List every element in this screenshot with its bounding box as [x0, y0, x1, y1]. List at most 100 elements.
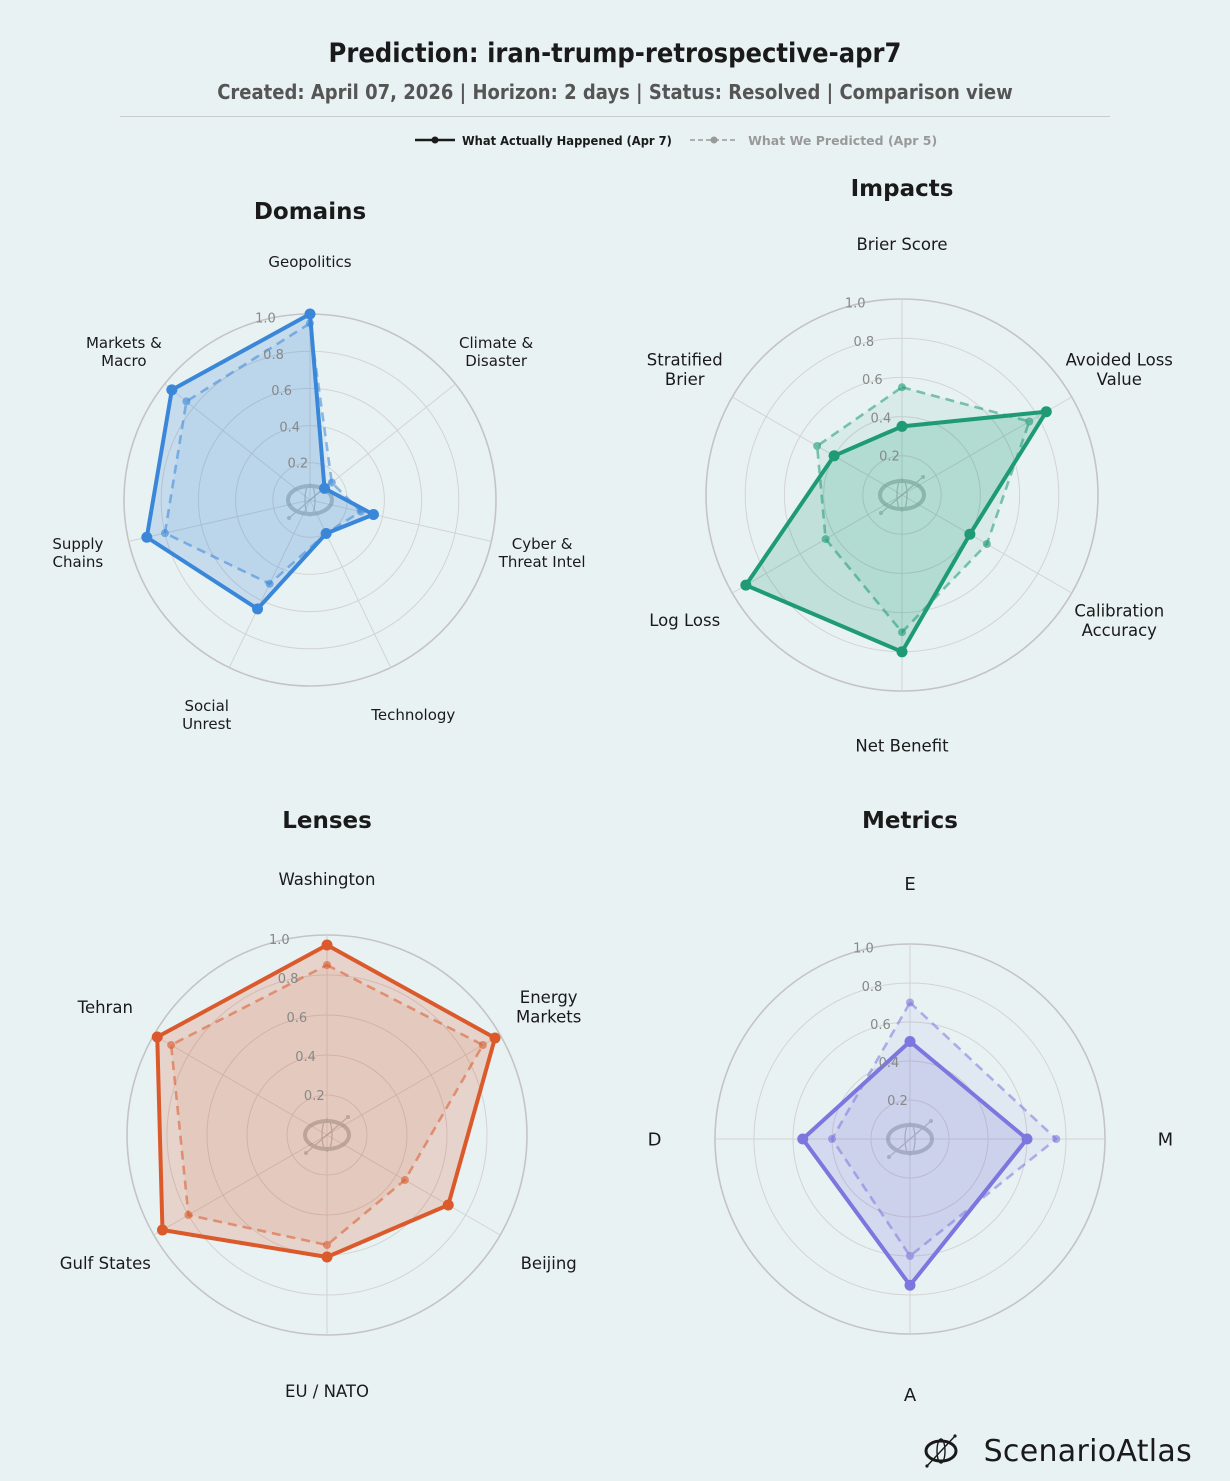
- grid-spoke: [326, 1034, 501, 1136]
- brand-name: ScenarioAtlas: [983, 1433, 1192, 1469]
- actual-point[interactable]: [740, 579, 752, 591]
- actual-point[interactable]: [166, 384, 178, 396]
- radar-chart-metrics: Metrics 0.2 0.4 0.6 0.8 1.0 E M A D: [648, 808, 1174, 1406]
- predicted-point[interactable]: [1025, 417, 1034, 426]
- rtick-label: 0.4: [295, 1050, 316, 1065]
- grid-spoke: [326, 1134, 501, 1236]
- rtick-label: 0.8: [278, 972, 299, 987]
- predicted-point[interactable]: [400, 1176, 409, 1184]
- predicted-point[interactable]: [898, 628, 906, 637]
- predicted-point[interactable]: [323, 961, 331, 969]
- header-divider: [120, 116, 1110, 117]
- actual-point[interactable]: [252, 603, 264, 615]
- solid-line-marker-icon: [415, 136, 455, 144]
- actual-point[interactable]: [896, 420, 908, 432]
- predicted-point[interactable]: [265, 579, 274, 588]
- actual-point[interactable]: [964, 528, 976, 540]
- axis-label: Calibration Accuracy: [1074, 601, 1164, 640]
- actual-point[interactable]: [489, 1032, 501, 1044]
- rtick-label: 1.0: [255, 311, 276, 326]
- chart-title: Lenses: [282, 808, 372, 834]
- actual-area: [146, 314, 374, 609]
- predicted-point[interactable]: [821, 535, 830, 544]
- actual-point[interactable]: [797, 1133, 809, 1145]
- chart-title: Domains: [254, 199, 366, 225]
- actual-point[interactable]: [319, 482, 331, 494]
- predicted-area: [832, 1002, 1057, 1256]
- predicted-point[interactable]: [906, 1252, 914, 1260]
- grid-spoke: [309, 499, 492, 542]
- predicted-area: [817, 387, 1030, 633]
- actual-point[interactable]: [896, 646, 908, 658]
- watermark-logo-icon: [878, 475, 926, 515]
- predicted-point[interactable]: [167, 1041, 176, 1049]
- axis-label: Climate & Disaster: [459, 334, 533, 370]
- rtick-label: 0.4: [279, 420, 300, 435]
- actual-point[interactable]: [321, 939, 333, 951]
- actual-point[interactable]: [904, 1279, 916, 1291]
- actual-area: [745, 411, 1047, 652]
- grid-spoke: [309, 499, 392, 668]
- predicted-point[interactable]: [828, 1135, 836, 1143]
- axis-label: Stratified Brier: [647, 350, 723, 389]
- chart-title: Impacts: [851, 176, 954, 202]
- page-subtitle: Created: April 07, 2026 | Horizon: 2 day…: [217, 80, 1013, 104]
- radar-chart-lenses: Lenses 0.2 0.4 0.6 0.8 1.0 Washington Energy Mar…: [60, 808, 582, 1401]
- rtick-label: 0.6: [870, 1018, 891, 1033]
- axis-label: Cyber & Threat Intel: [498, 535, 586, 571]
- rtick-label: 0.8: [853, 335, 874, 350]
- predicted-point[interactable]: [323, 1241, 331, 1249]
- actual-area: [157, 945, 496, 1257]
- actual-point[interactable]: [156, 1224, 168, 1236]
- axis-label: Social Unrest: [182, 697, 231, 733]
- predicted-point[interactable]: [327, 478, 336, 487]
- legend-label-predicted: What We Predicted (Apr 5): [748, 132, 938, 148]
- chart-legend: What Actually Happened (Apr 7) What We P…: [414, 130, 937, 150]
- chart-title: Metrics: [862, 808, 958, 834]
- rtick-label: 0.4: [871, 411, 892, 426]
- rtick-label: 1.0: [269, 933, 290, 948]
- actual-point[interactable]: [442, 1199, 454, 1211]
- grid-spoke: [732, 494, 903, 594]
- actual-area: [802, 1041, 1027, 1286]
- actual-point[interactable]: [304, 308, 316, 320]
- axis-label: Net Benefit: [855, 737, 949, 756]
- watermark-logo-icon: [303, 1115, 351, 1155]
- axis-label: Supply Chains: [52, 535, 103, 571]
- scenarioatlas-logo-icon: [924, 1434, 958, 1468]
- predicted-area: [171, 965, 483, 1245]
- predicted-point[interactable]: [184, 1211, 193, 1219]
- rtick-label: 0.2: [879, 450, 900, 465]
- rtick-label: 0.2: [887, 1094, 908, 1109]
- axis-label: Beijing: [521, 1254, 577, 1273]
- actual-point[interactable]: [321, 1251, 333, 1263]
- rtick-label: 0.6: [862, 373, 883, 388]
- predicted-point[interactable]: [813, 442, 822, 450]
- actual-point[interactable]: [904, 1036, 916, 1047]
- axis-label: Gulf States: [60, 1254, 151, 1273]
- actual-point[interactable]: [141, 531, 153, 543]
- actual-point[interactable]: [1040, 406, 1052, 418]
- actual-point[interactable]: [320, 528, 332, 540]
- axis-label: M: [1158, 1129, 1174, 1150]
- axis-label: Washington: [279, 870, 376, 889]
- rtick-label: 1.0: [845, 297, 866, 312]
- predicted-area: [164, 323, 361, 584]
- axis-label: EU / NATO: [285, 1382, 369, 1401]
- predicted-point[interactable]: [182, 397, 191, 406]
- grid-spoke: [128, 499, 311, 542]
- predicted-point[interactable]: [160, 529, 169, 538]
- predicted-point[interactable]: [898, 383, 906, 392]
- rtick-label: 1.0: [853, 942, 874, 957]
- legend-item-predicted[interactable]: What We Predicted (Apr 5): [690, 133, 937, 148]
- actual-point[interactable]: [367, 508, 379, 520]
- predicted-point[interactable]: [478, 1041, 487, 1049]
- actual-point[interactable]: [151, 1031, 163, 1043]
- predicted-point[interactable]: [906, 998, 914, 1007]
- predicted-point[interactable]: [982, 540, 991, 548]
- predicted-point[interactable]: [1052, 1135, 1061, 1143]
- legend-item-actual[interactable]: What Actually Happened (Apr 7): [414, 133, 690, 148]
- actual-point[interactable]: [828, 450, 840, 462]
- actual-point[interactable]: [1021, 1133, 1033, 1145]
